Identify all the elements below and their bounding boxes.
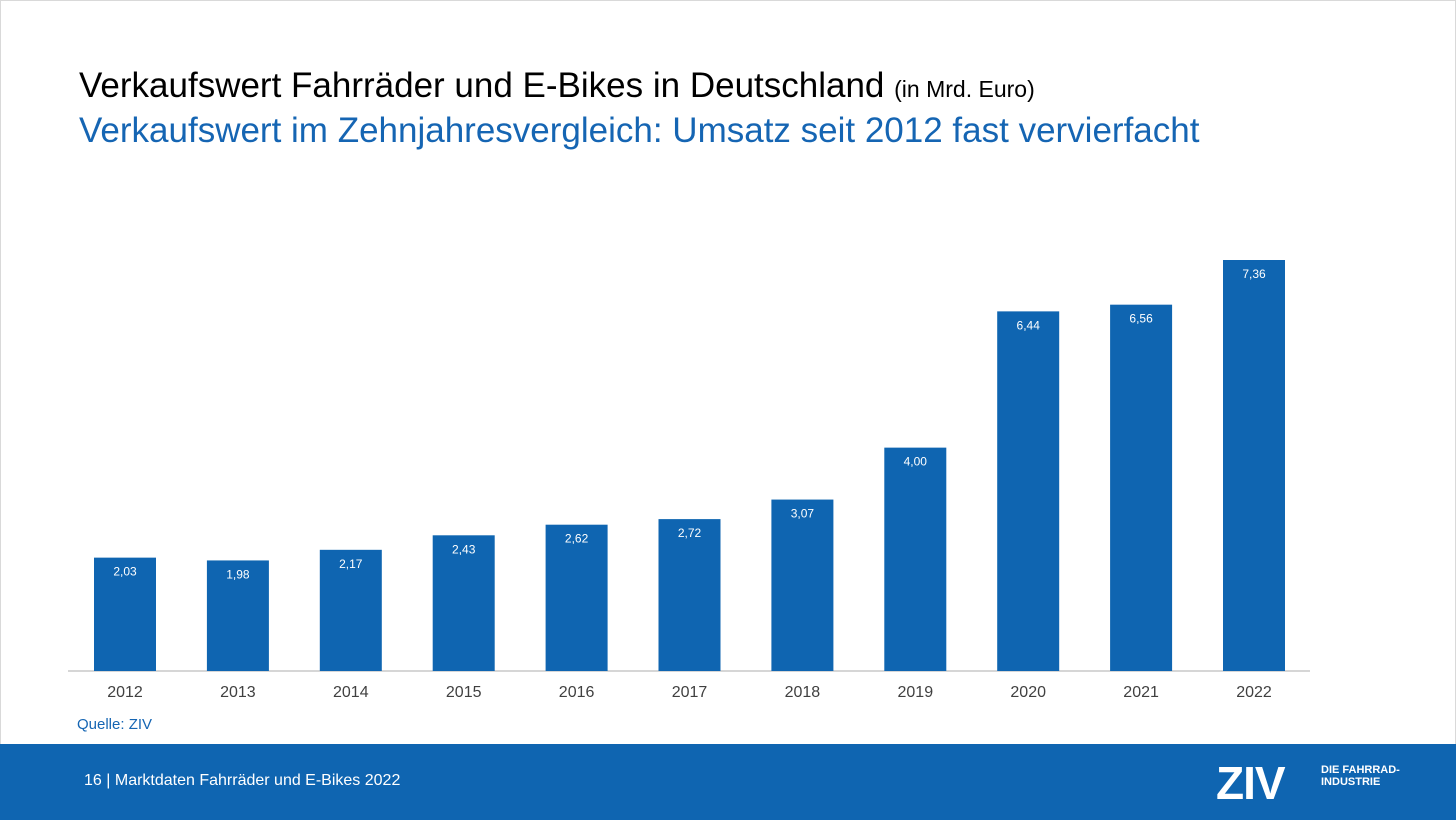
x-tick-label-2019: 2019 [898,684,934,701]
chart-title-unit: (in Mrd. Euro) [894,76,1035,102]
data-label-2020: 6,44 [1017,318,1041,332]
data-label-2019: 4,00 [904,455,928,469]
page-number: 16 [84,772,102,789]
footer-bar: 16 | Marktdaten Fahrräder und E-Bikes 20… [0,744,1456,820]
x-tick-label-2018: 2018 [785,684,821,701]
chart-subtitle: Verkaufswert im Zehnjahresvergleich: Ums… [79,111,1200,150]
data-label-2016: 2,62 [565,532,589,546]
bar-2018 [771,499,834,671]
bar-2012 [94,557,156,671]
chart-title: Verkaufswert Fahrräder und E-Bikes in De… [79,66,1035,106]
footer-caption: 16 | Marktdaten Fahrräder und E-Bikes 20… [84,772,400,790]
bar-2017 [658,519,721,671]
bar-chart: 2,03 2012 1,98 2013 2,17 2014 2,43 2015 2,62 2016… [68,260,1310,701]
x-tick-label-2013: 2013 [220,684,256,701]
x-tick-label-2022: 2022 [1236,684,1272,701]
bar-2019 [884,447,947,671]
bar-2022 [1223,260,1285,671]
x-tick-label-2012: 2012 [107,684,143,701]
logo-tagline: DIE FAHRRAD- INDUSTRIE [1321,764,1400,788]
bar-2013 [206,560,269,671]
bar-2021 [1110,304,1173,671]
bar-2020 [997,311,1060,671]
data-label-2017: 2,72 [678,526,702,540]
data-label-2015: 2,43 [452,542,476,556]
chart-title-text: Verkaufswert Fahrräder und E-Bikes in De… [79,66,885,105]
bar-2015 [432,535,495,671]
x-tick-label-2017: 2017 [672,684,708,701]
logo-mark: ZIV [1216,757,1286,809]
x-tick-label-2016: 2016 [559,684,595,701]
x-tick-label-2020: 2020 [1010,684,1046,701]
footer-title: Marktdaten Fahrräder und E-Bikes 2022 [114,772,401,789]
bar-2016 [545,524,608,671]
data-label-2013: 1,98 [226,567,250,581]
x-tick-label-2021: 2021 [1123,684,1159,701]
source-note: Quelle: ZIV [77,716,153,733]
data-label-2018: 3,07 [791,507,815,521]
data-label-2022: 7,36 [1242,267,1266,281]
x-tick-label-2014: 2014 [333,684,369,701]
bar-2014 [319,549,382,671]
footer-separator: | [106,772,111,789]
data-label-2014: 2,17 [339,557,363,571]
data-label-2012: 2,03 [113,565,137,579]
data-label-2021: 6,56 [1129,312,1153,326]
x-tick-label-2015: 2015 [446,684,482,701]
